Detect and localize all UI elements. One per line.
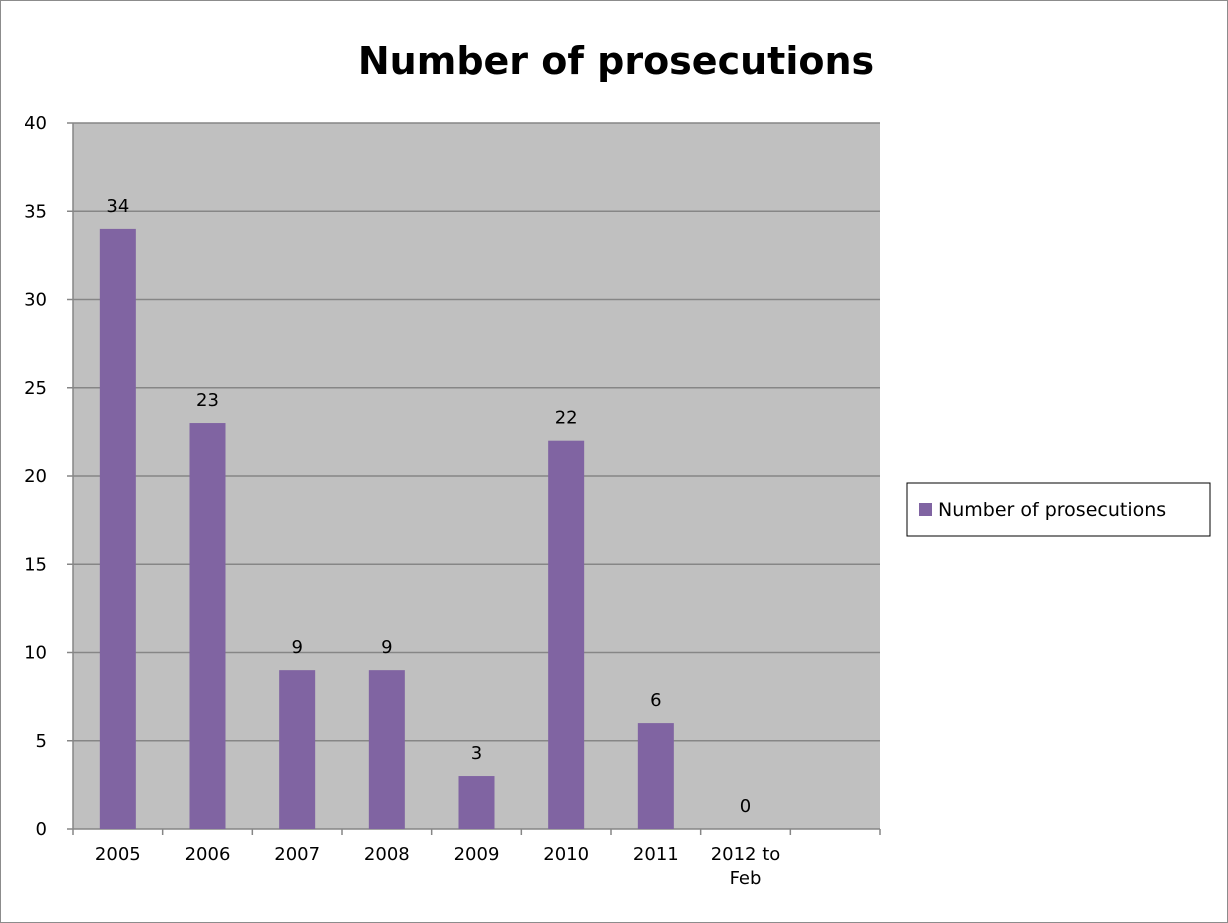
data-label: 0 [740,796,751,817]
bar [99,228,136,829]
data-label: 9 [291,637,302,658]
x-tick-label: 2010 [543,844,589,865]
legend-box [906,482,1211,537]
x-tick-label: 2008 [364,844,410,865]
x-tick-label: 2011 [633,844,679,865]
x-tick-label: 2012 to Feb [711,844,781,889]
x-tick-label: 2007 [274,844,320,865]
data-label: 22 [555,408,578,429]
bar [189,423,226,829]
chart-title: Number of prosecutions [358,39,874,83]
bar [458,776,495,829]
y-tick-label: 5 [36,731,47,752]
y-tick-label: 35 [24,201,47,222]
data-label: 9 [381,637,392,658]
x-tick-label: 2005 [95,844,141,865]
legend-swatch [919,503,932,516]
y-tick-label: 10 [24,643,47,664]
data-label: 34 [106,196,129,217]
y-tick-label: 25 [24,378,47,399]
y-tick-label: 15 [24,554,47,575]
bar [637,723,674,829]
legend-label: Number of prosecutions [938,499,1166,521]
x-tick-label: 2006 [185,844,231,865]
data-label: 23 [196,390,219,411]
x-tick-label: 2009 [454,844,500,865]
y-tick-label: 20 [24,466,47,487]
bar [279,670,316,829]
bar [368,670,405,829]
data-label: 3 [471,743,482,764]
legend: Number of prosecutions [906,482,1211,537]
bar [548,440,585,829]
y-tick-label: 30 [24,290,47,311]
y-tick-label: 40 [24,113,47,134]
data-label: 6 [650,690,661,711]
y-tick-label: 0 [36,819,47,840]
